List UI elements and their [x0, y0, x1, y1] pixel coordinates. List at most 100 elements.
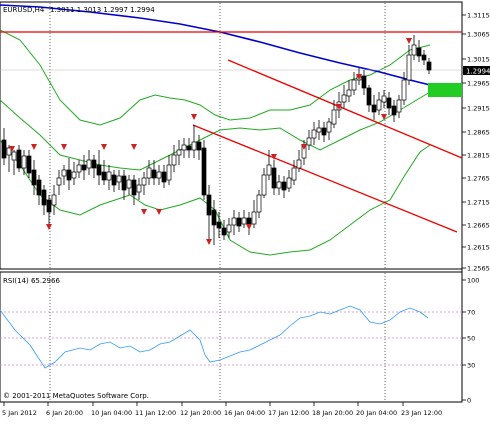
- price-tick-label: 1.2965: [467, 80, 490, 88]
- candle-body: [86, 159, 92, 169]
- candle-body: [136, 184, 142, 193]
- price-tick-label: 1.3015: [467, 56, 490, 64]
- price-axis: 1.3115 1.3065 1.3015 1.2965 1.2915 1.2865 1.28…: [462, 12, 490, 273]
- rsi-line: [0, 305, 429, 369]
- candle-body: [161, 171, 167, 183]
- candle-body: [6, 147, 12, 156]
- candle-body: [306, 137, 312, 146]
- rsi-levels: [0, 311, 462, 366]
- candle-body: [381, 95, 387, 103]
- candle-body: [211, 209, 217, 226]
- fractal-arrow: [206, 239, 212, 245]
- fractal-arrow: [9, 146, 15, 152]
- ma-path: [0, 4, 431, 86]
- moving-average-line: [0, 4, 431, 86]
- rsi-label: RSI(14) 65.2966: [3, 277, 60, 285]
- fractal-arrow: [301, 144, 307, 150]
- candle-body: [371, 104, 377, 113]
- fractal-arrow: [101, 144, 107, 150]
- candle-body: [56, 177, 62, 186]
- fractal-arrow: [381, 114, 387, 120]
- candle-body: [261, 174, 267, 196]
- candle-body: [276, 181, 282, 189]
- channel-lower-line: [192, 124, 458, 233]
- candle-body: [66, 169, 72, 181]
- fractal-arrow: [156, 209, 162, 215]
- fractal-arrows: [9, 38, 412, 245]
- candle-body: [271, 167, 277, 189]
- band-middle-line: [0, 91, 431, 171]
- candle-body: [1, 139, 7, 159]
- candle-body: [156, 171, 162, 179]
- price-tick-label: 1.2765: [467, 175, 490, 183]
- time-tick-label: 11 Jan 12:00: [135, 409, 176, 417]
- candle-body: [26, 155, 32, 174]
- candle-body: [266, 164, 272, 176]
- time-tick-label: 10 Jan 04:00: [91, 409, 132, 417]
- candle-body: [141, 177, 147, 186]
- candle-body: [166, 164, 172, 181]
- candle-body: [201, 147, 207, 196]
- current-price-label: 1.2994: [466, 68, 490, 76]
- time-tick-label: 16 Jan 04:00: [224, 409, 265, 417]
- fractal-arrow: [271, 154, 277, 160]
- candle-body: [71, 171, 77, 179]
- price-tick-label: 1.2915: [467, 105, 490, 113]
- candle-body: [146, 167, 152, 179]
- price-tick-label: 1.3115: [467, 12, 490, 20]
- candle-body: [176, 149, 182, 156]
- candle-body: [41, 189, 47, 206]
- candle-body: [326, 121, 332, 133]
- candle-body: [366, 87, 372, 106]
- price-tick-label: 1.2615: [467, 244, 490, 252]
- rsi-tick-label: 100: [467, 277, 479, 285]
- candle-body: [421, 54, 427, 61]
- fractal-arrow: [356, 74, 362, 80]
- price-tick-label: 1.2715: [467, 199, 490, 207]
- candle-body: [21, 155, 27, 169]
- current-price-label-bg: [463, 66, 490, 75]
- candle-body: [91, 159, 97, 169]
- candle-body: [256, 194, 262, 213]
- candle-body: [216, 221, 222, 229]
- time-axis: 5 Jan 2012 6 Jan 20:00 10 Jan 04:00 11 Jan …: [2, 402, 442, 417]
- trend-channel: [192, 59, 463, 233]
- candle-body: [386, 97, 392, 109]
- time-tick-label: 17 Jan 12:00: [268, 409, 309, 417]
- fractal-arrow: [246, 224, 252, 230]
- time-tick-label: 18 Jan 20:00: [312, 409, 353, 417]
- highlight-zone: [428, 83, 462, 97]
- candle-body: [241, 217, 247, 225]
- rsi-tick-label: 70: [467, 309, 475, 317]
- candle-body: [331, 109, 337, 125]
- candle-body: [311, 129, 317, 139]
- price-tick-label: 1.2815: [467, 152, 490, 160]
- time-tick-label: 23 Jan 12:00: [401, 409, 442, 417]
- candle-body: [296, 159, 302, 169]
- candle-body: [376, 99, 382, 111]
- candle-body: [206, 194, 212, 216]
- candle-body: [321, 127, 327, 136]
- fractal-arrow: [46, 224, 52, 230]
- rsi-panel-frame: [0, 271, 463, 403]
- price-tick-label: 1.3065: [467, 31, 490, 39]
- candle-body: [111, 174, 117, 186]
- rsi-tick-label: 50: [467, 335, 475, 343]
- candle-body: [46, 199, 52, 213]
- candle-body: [426, 61, 432, 71]
- candle-body: [226, 224, 232, 233]
- candle-body: [231, 217, 237, 226]
- candle-body: [31, 169, 37, 186]
- candle-body: [16, 149, 22, 169]
- candle-body: [401, 79, 407, 101]
- candle-body: [36, 179, 42, 196]
- candle-body: [291, 167, 297, 181]
- candle-body: [121, 175, 127, 191]
- candle-body: [406, 54, 412, 81]
- rsi-axis: 100 70 50 30 0: [462, 277, 479, 405]
- candle-body: [361, 75, 367, 89]
- candle-body: [396, 99, 402, 113]
- time-tick-label: 6 Jan 20:00: [46, 409, 83, 417]
